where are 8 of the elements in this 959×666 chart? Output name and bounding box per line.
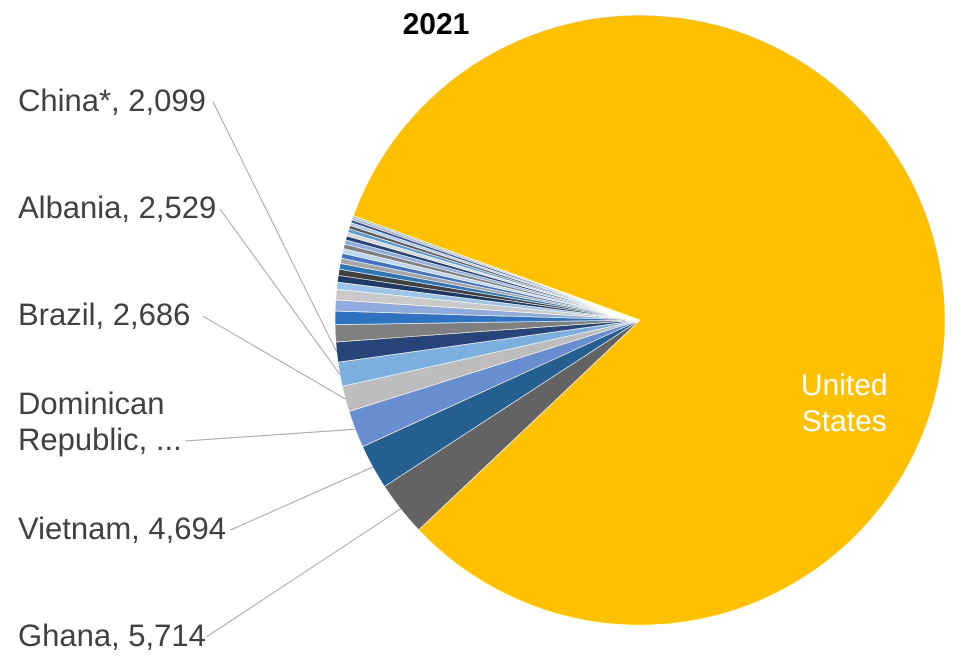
slice-label: Albania, 2,529 bbox=[18, 190, 216, 225]
slice-label: Vietnam, 4,694 bbox=[18, 511, 226, 546]
slice-label: China*, 2,099 bbox=[18, 83, 206, 118]
slice-label: Dominican Republic, ... bbox=[18, 386, 182, 457]
chart-title: 2021 bbox=[402, 8, 470, 41]
slice-label: Brazil, 2,686 bbox=[18, 297, 190, 332]
slice-label: Ghana, 5,714 bbox=[18, 618, 206, 653]
slice-label: United States bbox=[800, 368, 888, 438]
